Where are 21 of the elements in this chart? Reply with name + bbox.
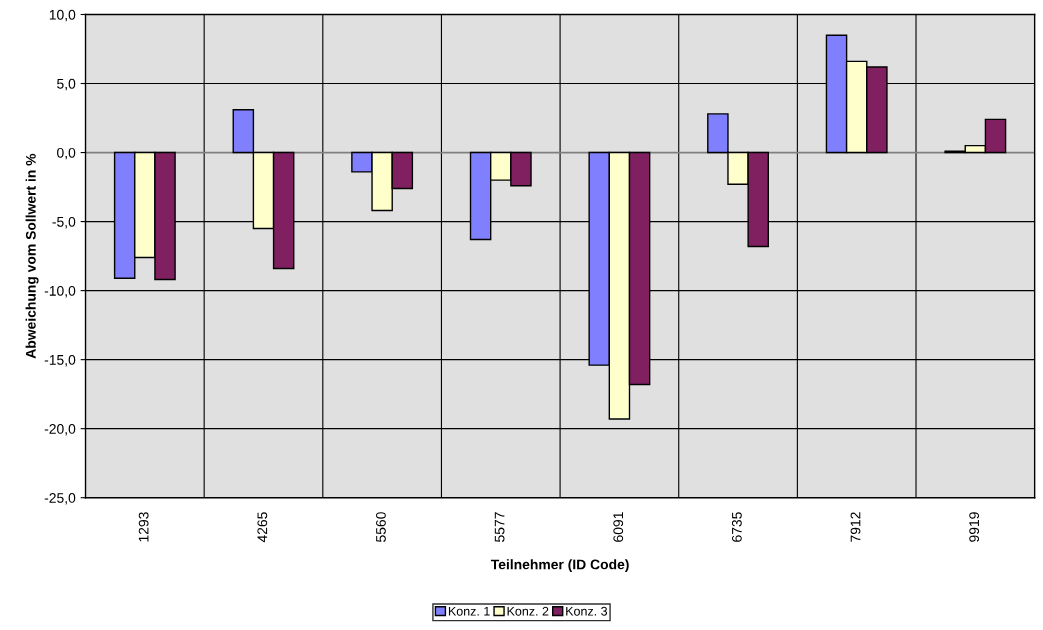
x-tick-label: 5560 — [376, 512, 386, 542]
y-tick-label: -25,0 — [44, 493, 76, 505]
x-tick-label: 1293 — [138, 512, 149, 542]
y-tick-label: -10,0 — [44, 285, 76, 298]
legend-label: Konz. 2 — [507, 606, 549, 616]
y-tick-label: -5,0 — [52, 216, 76, 229]
legend-label: Konz. 3 — [566, 606, 608, 616]
y-tick-label: 0,0 — [57, 147, 76, 160]
x-tick-label: 6091 — [613, 512, 624, 542]
x-tick-label: 5577 — [494, 512, 505, 542]
y-tick-label: 5,0 — [57, 78, 76, 91]
y-tick-label: -20,0 — [44, 424, 76, 436]
y-axis-title: Abweichung vom Sollwert in % — [25, 153, 39, 359]
x-axis-title: Teilnehmer (ID Code) — [490, 559, 629, 573]
y-tick-label: -15,0 — [44, 354, 76, 367]
y-tick-label: 10,0 — [49, 9, 76, 22]
legend-label: Konz. 1 — [448, 606, 490, 616]
x-tick-label: 7912 — [850, 512, 861, 542]
x-tick-label: 9919 — [969, 512, 980, 542]
x-tick-label: 4265 — [257, 512, 268, 543]
x-tick-label: 6735 — [731, 512, 742, 542]
